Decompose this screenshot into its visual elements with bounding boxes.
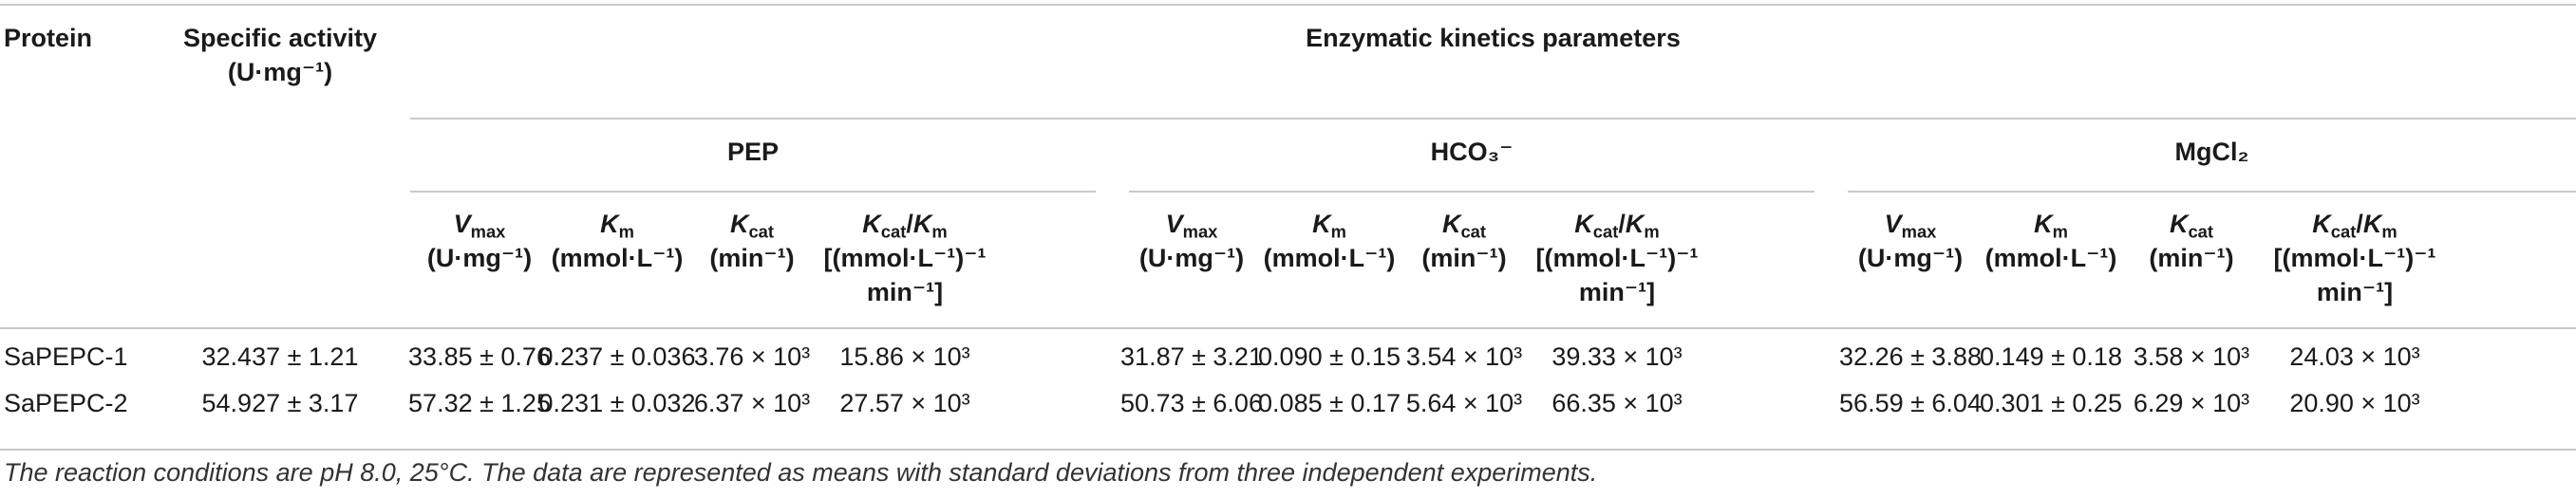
hco3-rule xyxy=(1129,191,1814,193)
param-header: Vmax (U·mg⁻¹) xyxy=(387,207,573,275)
header-bottom-rule xyxy=(0,327,2576,329)
row-value-cell: 0.237 ± 0.036 xyxy=(538,342,696,371)
param-header: Kcat/Km [(mmol·L⁻¹)⁻¹ min⁻¹] xyxy=(1525,207,1710,309)
param-header: Km (mmol·L⁻¹) xyxy=(1959,207,2144,275)
row-value-cell: 0.085 ± 0.17 xyxy=(1258,389,1401,417)
row-protein-name: SaPEPC-1 xyxy=(4,342,128,371)
table-footnote: The reaction conditions are pH 8.0, 25°C… xyxy=(4,458,1598,487)
param-header: Kcat (min⁻¹) xyxy=(660,207,845,275)
row-value-cell: 0.149 ± 0.18 xyxy=(1980,342,2122,371)
row-specific-activity: 32.437 ± 1.21 xyxy=(201,342,359,371)
param-header: Kcat/Km [(mmol·L⁻¹)⁻¹ min⁻¹] xyxy=(813,207,998,309)
col-header-kinetics: Enzymatic kinetics parameters xyxy=(410,21,2576,55)
param-symbol: Kcat xyxy=(2169,210,2214,242)
row-value-cell: 66.35 × 10³ xyxy=(1551,389,1683,417)
param-header: Kcat (min⁻¹) xyxy=(1372,207,1557,275)
row-value-cell: 33.85 ± 0.76 xyxy=(408,342,551,371)
param-symbol: Kcat/Km xyxy=(862,210,948,242)
row-protein-name: SaPEPC-2 xyxy=(4,389,128,417)
param-unit: (mmol·L⁻¹) xyxy=(551,244,684,272)
substrate-header-mgcl2: MgCl₂ xyxy=(2174,138,2249,166)
row-specific-activity: 54.927 ± 3.17 xyxy=(201,389,359,417)
param-unit: (min⁻¹) xyxy=(709,244,795,272)
param-symbol: Kcat/Km xyxy=(2312,210,2397,242)
param-unit: (mmol·L⁻¹) xyxy=(1263,244,1396,272)
kinetics-group-label: Enzymatic kinetics parameters xyxy=(1306,24,1681,52)
param-header: Kcat/Km [(mmol·L⁻¹)⁻¹ min⁻¹] xyxy=(2263,207,2448,309)
row-value-cell: 57.32 ± 1.25 xyxy=(408,389,551,417)
param-unit: (mmol·L⁻¹) xyxy=(1984,244,2117,272)
row-value-cell: 24.03 × 10³ xyxy=(2289,342,2420,371)
table-bottom-rule xyxy=(0,449,2576,451)
col-header-protein: Protein xyxy=(4,21,92,55)
param-unit-continued: min⁻¹] xyxy=(1578,278,1656,306)
param-symbol: Kcat xyxy=(729,210,775,242)
param-unit: (U·mg⁻¹) xyxy=(1138,244,1245,272)
col-header-specific-activity: Specific activity (U·mg⁻¹) xyxy=(161,21,399,89)
specific-activity-unit: (U·mg⁻¹) xyxy=(227,58,333,86)
param-symbol: Kcat/Km xyxy=(1574,210,1660,242)
param-symbol: Vmax xyxy=(1165,210,1218,242)
group-rule xyxy=(410,118,2576,120)
mgcl2-rule xyxy=(1848,191,2576,193)
substrate-header-hco3: HCO₃⁻ xyxy=(1430,138,1514,166)
row-value-cell: 0.231 ± 0.032 xyxy=(538,389,696,417)
row-value-cell: 27.57 × 10³ xyxy=(839,389,970,417)
row-value-cell: 0.090 ± 0.15 xyxy=(1258,342,1401,371)
substrate-header-pep: PEP xyxy=(726,138,780,166)
param-header: Kcat (min⁻¹) xyxy=(2099,207,2285,275)
row-value-cell: 15.86 × 10³ xyxy=(839,342,970,371)
param-unit: [(mmol·L⁻¹)⁻¹ xyxy=(2273,244,2436,272)
row-value-cell: 6.37 × 10³ xyxy=(693,389,811,417)
param-symbol: Kcat xyxy=(1441,210,1487,242)
row-value-cell: 5.64 × 10³ xyxy=(1405,389,1523,417)
row-value-cell: 50.73 ± 6.06 xyxy=(1120,389,1263,417)
row-value-cell: 39.33 × 10³ xyxy=(1551,342,1683,371)
row-value-cell: 6.29 × 10³ xyxy=(2133,389,2250,417)
param-symbol: Vmax xyxy=(1884,210,1937,242)
protein-label: Protein xyxy=(4,24,93,52)
param-unit: [(mmol·L⁻¹)⁻¹ xyxy=(1535,244,1699,272)
param-unit: [(mmol·L⁻¹)⁻¹ xyxy=(823,244,987,272)
param-symbol: Vmax xyxy=(453,210,506,242)
param-header: Vmax (U·mg⁻¹) xyxy=(1100,207,1285,275)
pep-rule xyxy=(410,191,1096,193)
specific-activity-label: Specific activity xyxy=(182,24,378,52)
param-unit: (min⁻¹) xyxy=(1421,244,1507,272)
top-rule xyxy=(0,4,2576,6)
param-unit: (min⁻¹) xyxy=(2149,244,2234,272)
row-value-cell: 3.54 × 10³ xyxy=(1405,342,1523,371)
row-value-cell: 3.58 × 10³ xyxy=(2133,342,2250,371)
param-header: Km (mmol·L⁻¹) xyxy=(1237,207,1422,275)
param-unit-continued: min⁻¹] xyxy=(866,278,944,306)
param-unit: (U·mg⁻¹) xyxy=(1857,244,1964,272)
row-value-cell: 20.90 × 10³ xyxy=(2289,389,2420,417)
param-unit-continued: min⁻¹] xyxy=(2316,278,2394,306)
param-symbol: Km xyxy=(600,210,634,242)
param-unit: (U·mg⁻¹) xyxy=(426,244,533,272)
param-symbol: Km xyxy=(1312,210,1346,242)
param-header: Vmax (U·mg⁻¹) xyxy=(1818,207,2003,275)
param-header: Km (mmol·L⁻¹) xyxy=(525,207,710,275)
row-value-cell: 56.59 ± 6.04 xyxy=(1839,389,1982,417)
row-value-cell: 0.301 ± 0.25 xyxy=(1980,389,2122,417)
param-symbol: Km xyxy=(2034,210,2068,242)
row-value-cell: 32.26 ± 3.88 xyxy=(1839,342,1982,371)
row-value-cell: 3.76 × 10³ xyxy=(693,342,811,371)
row-value-cell: 31.87 ± 3.21 xyxy=(1120,342,1263,371)
